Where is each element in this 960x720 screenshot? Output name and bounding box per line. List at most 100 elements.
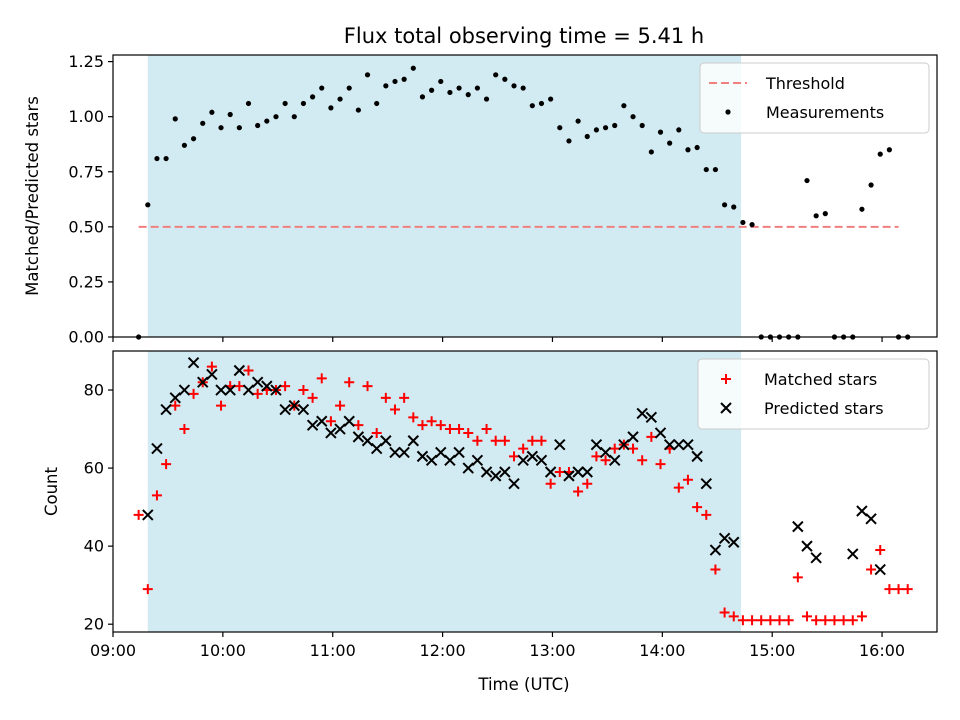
data-point — [154, 155, 160, 162]
data-point — [306, 419, 319, 431]
data-point — [877, 151, 883, 157]
y-axis-label: Matched/Predicted stars — [23, 96, 42, 296]
data-point — [676, 127, 682, 133]
data-point — [811, 615, 822, 626]
data-point — [383, 83, 389, 89]
y-tick-label: 0.25 — [68, 272, 104, 291]
data-point — [362, 381, 373, 392]
data-point — [389, 404, 400, 415]
data-point — [181, 142, 188, 148]
data-point — [602, 125, 609, 131]
data-point — [527, 435, 538, 446]
data-point — [465, 92, 471, 98]
x-axis-label: Time (UTC) — [477, 675, 569, 694]
data-point — [279, 403, 291, 416]
data-point — [280, 381, 291, 392]
data-point — [178, 384, 191, 396]
data-point — [408, 412, 419, 423]
data-point — [682, 438, 694, 451]
data-point — [783, 615, 794, 626]
data-point — [548, 96, 554, 102]
data-point — [215, 384, 227, 396]
legend-label: Threshold — [765, 74, 845, 93]
data-point — [480, 466, 493, 478]
y-tick-label: 0.75 — [68, 162, 104, 181]
y-tick-label: 60 — [84, 459, 104, 478]
data-point — [270, 384, 282, 396]
data-point — [654, 427, 667, 439]
data-point — [526, 450, 539, 463]
data-point — [454, 424, 465, 435]
data-point — [499, 435, 510, 446]
data-point — [847, 615, 858, 626]
data-point — [456, 85, 462, 91]
data-point — [874, 563, 886, 576]
data-point — [801, 611, 812, 622]
y-tick-label: 1.00 — [68, 107, 104, 126]
data-point — [151, 490, 162, 501]
data-point — [709, 544, 722, 556]
data-point — [151, 442, 163, 455]
data-point — [765, 615, 776, 626]
data-point — [721, 202, 728, 208]
data-point — [273, 114, 279, 120]
series-predicted-stars — [142, 357, 886, 576]
y-tick-label: 40 — [84, 537, 104, 556]
y-tick-label: 0.00 — [68, 328, 104, 347]
data-point — [374, 100, 380, 107]
data-point — [243, 365, 254, 376]
data-point — [252, 388, 263, 399]
data-point — [447, 89, 453, 96]
data-point — [792, 520, 804, 533]
data-point — [474, 85, 480, 91]
data-point — [224, 384, 236, 396]
data-point — [410, 65, 416, 71]
data-point — [435, 420, 446, 431]
data-point — [544, 466, 557, 478]
data-point — [630, 114, 636, 120]
data-point — [371, 427, 382, 438]
data-point — [169, 392, 181, 404]
data-point — [344, 377, 355, 388]
legend-label: Predicted stars — [764, 399, 884, 418]
data-point — [731, 204, 737, 210]
data-point — [309, 94, 316, 100]
data-point — [718, 532, 731, 545]
data-point — [145, 202, 151, 208]
data-point — [335, 400, 346, 411]
data-point — [493, 72, 499, 78]
data-point — [557, 125, 563, 131]
axes-frame — [112, 350, 938, 633]
data-point — [142, 584, 153, 595]
data-point — [170, 400, 181, 411]
data-point — [728, 536, 740, 548]
data-point — [868, 182, 874, 188]
data-point — [865, 513, 877, 525]
data-point — [471, 454, 484, 466]
data-point — [352, 431, 365, 443]
data-point — [637, 455, 648, 466]
data-point — [747, 615, 758, 626]
data-point — [380, 435, 392, 447]
data-point — [566, 138, 572, 144]
observing-window-shade — [147, 55, 742, 337]
data-point — [407, 435, 420, 447]
data-point — [712, 166, 719, 173]
x-tick-label: 09:00 — [90, 641, 136, 660]
observing-window-shade — [147, 351, 742, 632]
data-point — [483, 96, 490, 102]
data-point — [389, 446, 401, 459]
data-point — [438, 78, 444, 85]
data-point — [875, 545, 886, 556]
data-point — [380, 392, 391, 403]
data-point — [645, 411, 658, 424]
data-point — [584, 133, 590, 140]
data-point — [264, 118, 270, 124]
data-point — [648, 149, 654, 155]
data-point — [399, 392, 410, 403]
data-point — [242, 384, 255, 396]
data-point — [554, 438, 566, 451]
y-axis-label: Count — [42, 466, 61, 516]
data-point — [133, 509, 144, 520]
